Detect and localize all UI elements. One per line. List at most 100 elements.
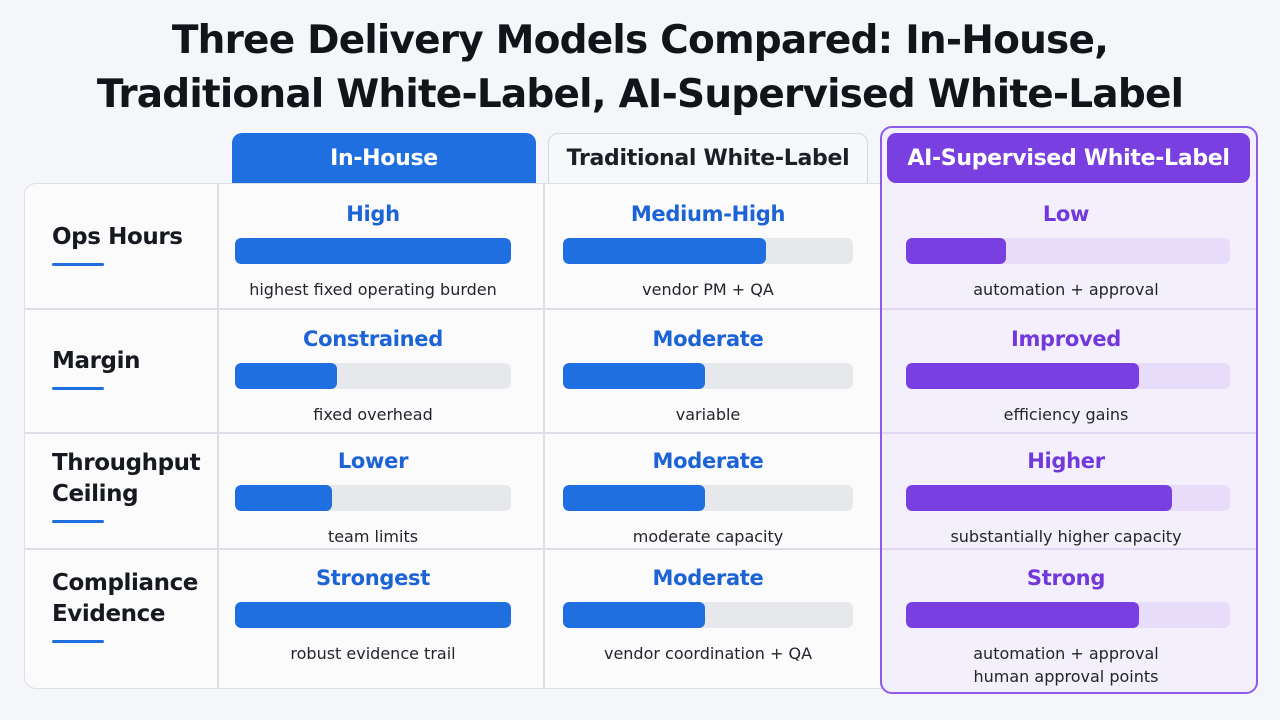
cell-ai: Low automation + approval — [906, 200, 1230, 301]
level-bar — [563, 602, 853, 628]
row-label: Margin — [52, 346, 212, 390]
cell-note: efficiency gains — [906, 403, 1226, 426]
cell-inhouse: Strongest robust evidence trail — [213, 564, 533, 665]
level-bar-fill — [235, 602, 511, 628]
cell-note: substantially higher capacity — [906, 525, 1226, 548]
cell-ai: Improved efficiency gains — [906, 325, 1230, 426]
cell-note: vendor PM + QA — [548, 278, 868, 301]
cell-note-line: vendor coordination + QA — [603, 644, 813, 663]
cell-traditional: Moderate variable — [548, 325, 868, 426]
level-bar — [563, 363, 853, 389]
row-label-underline — [52, 520, 104, 523]
row-label-line: Throughput — [52, 450, 201, 476]
level-bar — [906, 363, 1230, 389]
row-label-line: Evidence — [52, 601, 166, 627]
cell-traditional: Medium-High vendor PM + QA — [548, 200, 868, 301]
level-bar — [906, 238, 1230, 264]
cell-traditional: Moderate moderate capacity — [548, 447, 868, 548]
level-bar-fill — [235, 485, 332, 511]
level-text: Low — [1042, 202, 1090, 226]
level-bar-fill — [906, 363, 1139, 389]
level-text: Strong — [1026, 566, 1106, 590]
level-bar-fill — [235, 238, 511, 264]
level-bar-fill — [906, 602, 1139, 628]
cell-note-line: efficiency gains — [1003, 405, 1129, 424]
cell-note-line: substantially higher capacity — [950, 527, 1182, 546]
row-label-underline — [52, 263, 104, 266]
cell-note-line: automation + approval — [973, 280, 1159, 299]
cell-inhouse: High highest fixed operating burden — [213, 200, 533, 301]
level-text: Higher — [1027, 449, 1105, 473]
cell-note-line: variable — [675, 405, 741, 424]
cell-note: robust evidence trail — [213, 642, 533, 665]
level-bar-fill — [906, 485, 1172, 511]
level-text: High — [346, 202, 400, 226]
level-bar-fill — [563, 485, 705, 511]
cell-note: team limits — [213, 525, 533, 548]
row-divider — [882, 308, 1256, 310]
column-header-ai-supervised-white-label: AI-Supervised White-Label — [887, 133, 1250, 183]
level-bar-fill — [563, 363, 705, 389]
cell-traditional: Moderate vendor coordination + QA — [548, 564, 868, 665]
row-divider — [24, 548, 882, 550]
level-bar — [563, 238, 853, 264]
level-bar — [235, 238, 511, 264]
cell-note-line: moderate capacity — [632, 527, 784, 546]
level-bar — [235, 602, 511, 628]
title-line-2: Traditional White-Label, AI-Supervised W… — [96, 72, 1184, 117]
level-bar-fill — [563, 238, 766, 264]
row-divider — [882, 432, 1256, 434]
cell-note: automation + approval — [906, 278, 1226, 301]
cell-note: automation + approval human approval poin… — [906, 642, 1226, 688]
level-text: Moderate — [652, 449, 764, 473]
level-text: Medium-High — [630, 202, 786, 226]
cell-inhouse: Constrained fixed overhead — [213, 325, 533, 426]
level-text: Moderate — [652, 327, 764, 351]
level-bar — [906, 485, 1230, 511]
column-header-in-house: In-House — [232, 133, 536, 183]
level-text: Moderate — [652, 566, 764, 590]
level-text: Improved — [1010, 327, 1122, 351]
level-bar — [906, 602, 1230, 628]
level-bar-fill — [906, 238, 1006, 264]
row-label-line: Ops Hours — [52, 224, 183, 250]
cell-note: fixed overhead — [213, 403, 533, 426]
cell-note: vendor coordination + QA — [548, 642, 868, 665]
cell-note-line: human approval points — [973, 667, 1159, 686]
level-text: Lower — [337, 449, 409, 473]
level-text: Strongest — [315, 566, 430, 590]
column-divider — [217, 183, 219, 689]
cell-note-line: automation + approval — [973, 644, 1159, 663]
column-divider — [543, 183, 545, 689]
cell-note-line: highest fixed operating burden — [249, 280, 497, 299]
row-label: Throughput Ceiling — [52, 448, 212, 523]
cell-note: variable — [548, 403, 868, 426]
row-label-underline — [52, 387, 104, 390]
row-label-line: Ceiling — [52, 481, 139, 507]
level-bar-fill — [563, 602, 705, 628]
cell-note-line: vendor PM + QA — [642, 280, 774, 299]
row-label-line: Compliance — [52, 570, 199, 596]
cell-note-line: fixed overhead — [313, 405, 433, 424]
level-bar — [235, 363, 511, 389]
cell-ai: Higher substantially higher capacity — [906, 447, 1230, 548]
row-divider — [24, 432, 882, 434]
row-label-line: Margin — [52, 348, 141, 374]
cell-inhouse: Lower team limits — [213, 447, 533, 548]
column-header-traditional-white-label: Traditional White-Label — [548, 133, 868, 183]
row-label: Ops Hours — [52, 222, 212, 266]
row-divider — [882, 548, 1256, 550]
cell-ai: Strong automation + approval human approva… — [906, 564, 1230, 688]
level-bar — [563, 485, 853, 511]
cell-note-line: robust evidence trail — [290, 644, 456, 663]
row-label-underline — [52, 640, 104, 643]
level-text: Constrained — [303, 327, 443, 351]
cell-note-line: team limits — [327, 527, 419, 546]
level-bar-fill — [235, 363, 337, 389]
row-label: Compliance Evidence — [52, 568, 212, 643]
page-title: Three Delivery Models Compared: In-House… — [0, 14, 1280, 122]
level-bar — [235, 485, 511, 511]
ai-supervised-highlight-panel — [880, 126, 1258, 694]
cell-note: highest fixed operating burden — [213, 278, 533, 301]
cell-note: moderate capacity — [548, 525, 868, 548]
